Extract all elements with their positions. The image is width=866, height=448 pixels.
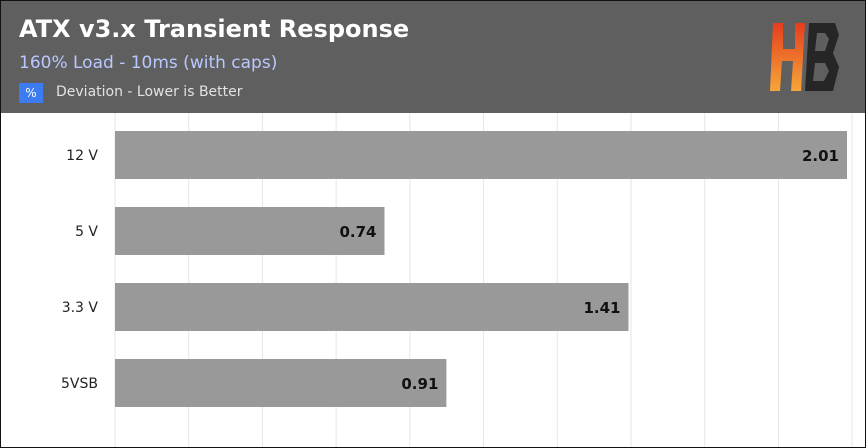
bar: [115, 283, 629, 331]
bar: [115, 131, 847, 179]
category-label: 5 V: [75, 224, 98, 240]
bar: [115, 359, 447, 407]
data-label: 0.91: [401, 375, 438, 393]
chart-subtitle: 160% Load - 10ms (with caps): [19, 53, 278, 73]
data-label: 0.74: [339, 223, 376, 241]
unit-description: Deviation - Lower is Better: [56, 84, 243, 100]
category-label: 12 V: [66, 148, 98, 164]
bar-chart: 12 V 2.01 5 V 0.74 3.3 V 1.41 5VSB 0.91: [61, 113, 853, 447]
hb-logo-icon: [770, 23, 839, 91]
bar: [115, 207, 385, 255]
category-label: 3.3 V: [62, 300, 99, 316]
data-label: 2.01: [802, 147, 839, 165]
category-label: 5VSB: [61, 376, 98, 392]
chart-title: ATX v3.x Transient Response: [19, 15, 410, 43]
unit-badge: %: [19, 83, 43, 103]
data-label: 1.41: [583, 299, 620, 317]
chart-header: ATX v3.x Transient Response 160% Load - …: [1, 1, 865, 113]
